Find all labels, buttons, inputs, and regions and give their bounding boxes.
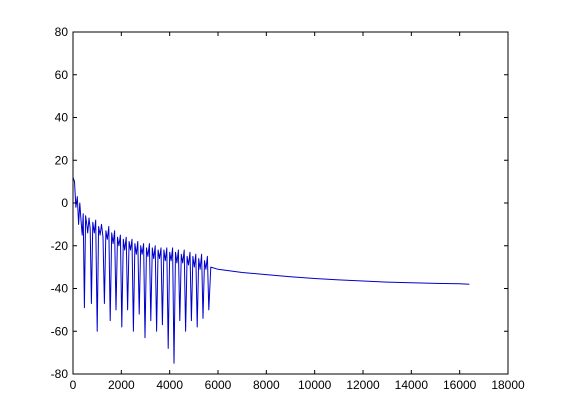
x-tick-label: 0 [70, 378, 77, 392]
x-axis-ticks: 0 2000 4000 6000 8000 10000 12000 14000 16000 180… [70, 32, 525, 392]
y-tick-label: 60 [55, 68, 69, 82]
y-tick-label: -40 [51, 282, 69, 296]
y-tick-label: -20 [51, 239, 69, 253]
y-tick-label: 40 [55, 111, 69, 125]
series-layer [72, 177, 470, 364]
x-tick-label: 8000 [253, 378, 280, 392]
y-tick-label: 80 [55, 25, 69, 39]
x-tick-label: 12000 [346, 378, 380, 392]
x-tick-label: 2000 [108, 378, 135, 392]
x-tick-label: 4000 [156, 378, 183, 392]
y-tick-label: -60 [51, 324, 69, 338]
x-tick-label: 14000 [395, 378, 429, 392]
series-line-0 [72, 177, 470, 364]
y-axis-ticks: -80 -60 -40 -20 0 20 40 60 80 [51, 25, 508, 381]
x-tick-label: 16000 [443, 378, 477, 392]
y-tick-label: 20 [55, 153, 69, 167]
y-tick-label: 0 [61, 196, 68, 210]
x-tick-label: 6000 [205, 378, 232, 392]
x-tick-label: 18000 [491, 378, 525, 392]
x-tick-label: 10000 [298, 378, 332, 392]
y-tick-label: -80 [51, 367, 69, 381]
plot-area [73, 32, 508, 374]
